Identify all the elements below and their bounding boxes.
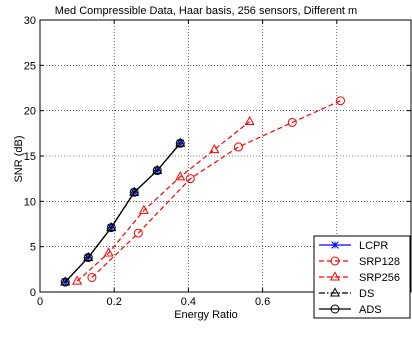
x-tick-label: 0.2 (107, 296, 122, 308)
data-point-ds (106, 221, 117, 232)
data-point-srp256 (209, 144, 220, 154)
y-tick-label: 30 (24, 15, 36, 27)
data-point-srp256 (103, 247, 114, 257)
x-tick-label: 0.4 (181, 296, 196, 308)
chart-title: Med Compressible Data, Haar basis, 256 s… (55, 5, 357, 17)
legend-marker-lcpr (331, 241, 339, 249)
legend-label-srp256: SRP256 (359, 272, 400, 284)
data-point-srp256 (244, 115, 255, 126)
y-tick-label: 25 (24, 60, 36, 72)
series-line-ads (64, 142, 181, 283)
x-axis-label: Energy Ratio (174, 309, 238, 321)
data-point-srp256 (175, 171, 186, 181)
x-tick-label: 0 (37, 296, 43, 308)
data-point-ads (152, 166, 162, 176)
legend-marker-ds (329, 287, 341, 297)
legend-marker-lcpr-stroke (331, 241, 339, 249)
y-tick-label: 20 (24, 106, 36, 118)
data-point-srp128 (133, 228, 143, 238)
legend-marker-ads (330, 304, 340, 314)
data-point-ds (60, 276, 71, 286)
data-point-srp128 (87, 272, 97, 282)
data-point-srp256 (138, 204, 149, 214)
data-point-ads (106, 223, 116, 233)
data-point-ads (83, 253, 93, 263)
data-point-srp128 (336, 96, 346, 106)
legend-label-srp128: SRP128 (359, 256, 400, 268)
x-tick-label: 0.6 (255, 296, 270, 308)
data-point-ads (175, 138, 185, 148)
data-point-ds (152, 164, 163, 175)
data-point-ds (129, 186, 140, 196)
legend-label-ads: ADS (359, 304, 382, 316)
y-tick-label: 15 (24, 151, 36, 163)
y-axis-label: SNR (dB) (13, 135, 25, 182)
legend-marker-srp128 (330, 256, 340, 266)
y-tick-label: 0 (30, 287, 36, 299)
series-line-srp256 (76, 121, 250, 282)
data-point-ads (60, 277, 70, 287)
y-tick-label: 5 (30, 242, 36, 254)
y-tick-label: 10 (24, 196, 36, 208)
data-point-ads (129, 187, 139, 197)
legend-label-lcpr: LCPR (359, 240, 388, 252)
legend: LCPR SRP128 SRP256 DS ADS (313, 235, 411, 319)
data-point-srp128 (287, 117, 297, 127)
legend-marker-srp256 (329, 271, 341, 281)
data-point-srp128 (233, 142, 243, 152)
plot-area: 00.20.40.60.8051015202530 (24, 15, 412, 308)
legend-label-ds: DS (359, 288, 374, 300)
data-point-srp256 (72, 275, 83, 285)
data-point-ds (83, 251, 94, 262)
series-line-srp128 (91, 100, 341, 278)
data-point-ds (175, 137, 186, 147)
data-point-srp128 (185, 174, 195, 184)
